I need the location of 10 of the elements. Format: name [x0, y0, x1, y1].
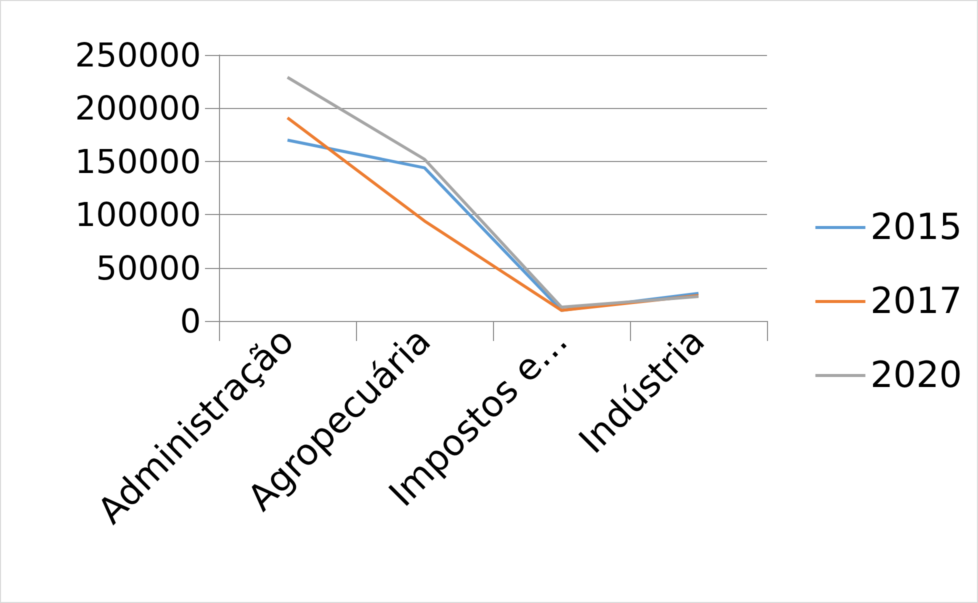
legend-label: 2020	[870, 355, 962, 396]
legend-label: 2015	[870, 207, 962, 248]
y-tick-label: 200000	[75, 88, 201, 128]
y-tick-label: 100000	[75, 195, 201, 234]
line-series	[286, 76, 700, 309]
y-tick-label: 150000	[75, 142, 201, 181]
y-tick-label: 50000	[96, 248, 201, 288]
y-tick-label: 250000	[75, 36, 201, 74]
y-tick-label: 0	[180, 302, 201, 340]
legend-label: 2017	[870, 281, 962, 322]
